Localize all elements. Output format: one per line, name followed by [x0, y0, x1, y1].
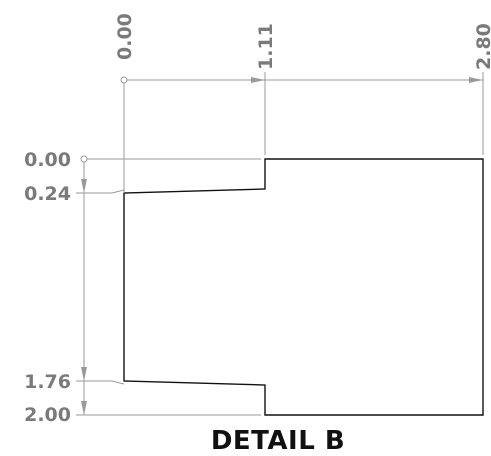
vertical-origin-marker [80, 155, 88, 163]
dimension-label-x1: 1.11 [255, 23, 277, 70]
dimension-label-x2: 2.80 [473, 23, 491, 70]
arrowhead-y3 [81, 401, 87, 415]
dimension-label-y1: 0.24 [24, 183, 71, 205]
arrowhead-y2 [81, 367, 87, 381]
arrowhead-x1 [251, 77, 265, 83]
horizontal-origin-marker [120, 76, 128, 84]
extension-line-y1 [76, 189, 125, 194]
extension-line-y2 [76, 380, 125, 385]
dimension-label-y3: 2.00 [24, 404, 71, 426]
detail-title: DETAIL B [211, 426, 345, 456]
part-outline [123, 158, 484, 416]
dimension-label-x0: 0.00 [114, 13, 136, 60]
dimension-label-y0: 0.00 [24, 149, 71, 171]
arrowhead-y1 [81, 179, 87, 193]
dimension-label-y2: 1.76 [24, 371, 71, 393]
arrowhead-x2 [469, 77, 483, 83]
